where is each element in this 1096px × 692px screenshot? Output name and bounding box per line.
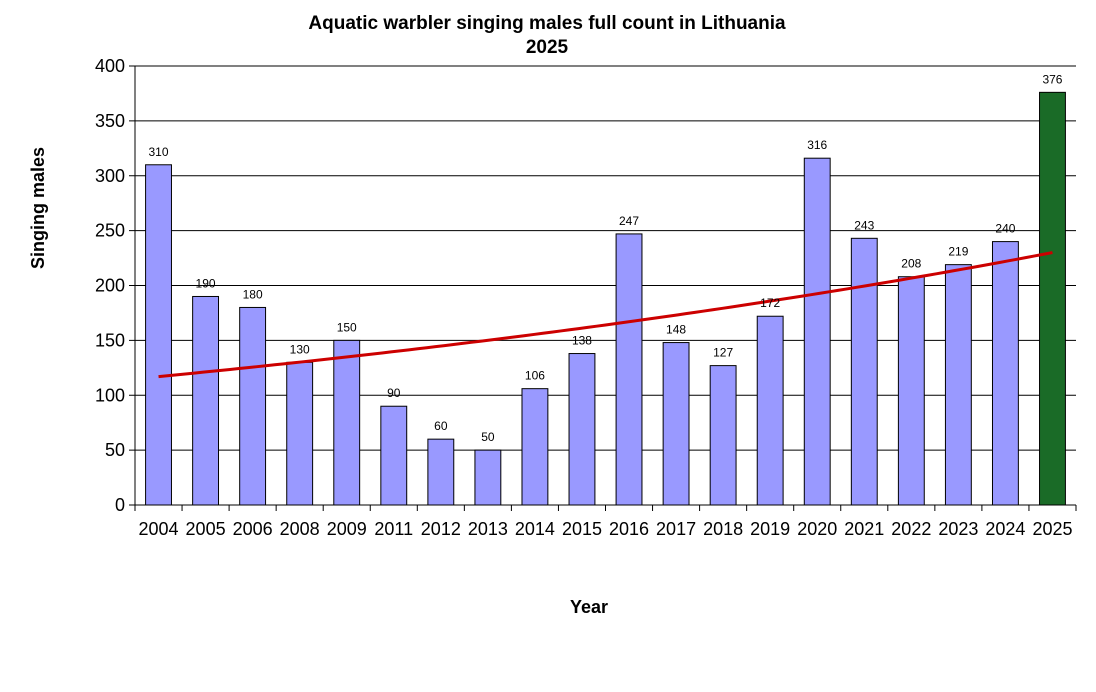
gridlines (135, 65, 1076, 451)
x-tick-label-2013: 2013 (468, 519, 508, 539)
data-labels: 310 190 180 130 150 90 60 50 106 138 247 148 127 172 3… (149, 72, 1063, 444)
x-tick-label-2004: 2004 (139, 519, 179, 539)
x-tick-label-2011: 2011 (374, 519, 413, 539)
bar-2025 (1039, 91, 1066, 506)
bar-2021 (850, 237, 878, 506)
x-tick-label-2024: 2024 (985, 519, 1025, 539)
data-label-2019: 172 (760, 296, 780, 310)
data-label-2012: 60 (434, 419, 448, 433)
bar-2016 (615, 233, 643, 506)
data-label-2015: 138 (572, 334, 592, 348)
y-tick-label: 300 (95, 166, 125, 186)
y-tick-label: 0 (115, 495, 125, 515)
bar-2019 (756, 315, 784, 506)
bar-2009 (333, 339, 361, 506)
data-label-2008: 130 (290, 342, 310, 356)
y-tick-label: 150 (95, 330, 125, 350)
bar-2017 (662, 342, 690, 506)
chart-title: Aquatic warbler singing males full count… (308, 13, 786, 34)
data-label-2014: 106 (525, 369, 545, 383)
data-label-2009: 150 (337, 320, 357, 334)
chart-subtitle: 2025 (526, 37, 569, 58)
x-tick-label-2014: 2014 (515, 519, 555, 539)
bar-2008 (286, 361, 314, 506)
y-tick-label: 50 (105, 440, 125, 460)
x-tick-label-2022: 2022 (891, 519, 931, 539)
data-label-2004: 310 (149, 145, 169, 159)
x-tick-label-2009: 2009 (327, 519, 367, 539)
bar-2005 (192, 295, 220, 506)
x-tick-label-2016: 2016 (609, 519, 649, 539)
x-tick-label-2017: 2017 (656, 519, 696, 539)
y-tick-label: 350 (95, 111, 125, 131)
data-label-2018: 127 (713, 346, 733, 360)
data-label-2011: 90 (387, 386, 401, 400)
data-label-2016: 247 (619, 214, 639, 228)
data-label-2024: 240 (995, 222, 1015, 236)
bars (145, 91, 1066, 506)
bar-2018 (709, 365, 737, 506)
x-tick-label-2018: 2018 (703, 519, 743, 539)
x-tick-label-2025: 2025 (1032, 519, 1072, 539)
data-label-2013: 50 (481, 430, 495, 444)
x-tick-label-2020: 2020 (797, 519, 837, 539)
axes: 0 50 100 150 200 250 300 350 400 2004 2005 2006 2008… (95, 56, 1077, 539)
bar-2004 (145, 164, 172, 506)
bar-2022 (897, 276, 925, 506)
x-tick-label-2021: 2021 (844, 519, 884, 539)
bar-2024 (991, 241, 1019, 506)
bar-2023 (944, 264, 972, 506)
bar-2011 (380, 405, 408, 506)
data-label-2005: 190 (196, 276, 216, 290)
y-axis-label: Singing males (28, 147, 48, 269)
bar-2020 (803, 157, 831, 506)
bar-2014 (521, 388, 549, 506)
data-label-2025: 376 (1042, 72, 1062, 86)
bar-2013 (474, 449, 502, 506)
x-tick-label-2005: 2005 (186, 519, 226, 539)
x-tick-label-2023: 2023 (938, 519, 978, 539)
x-tick-label-2012: 2012 (421, 519, 461, 539)
x-tick-label-2008: 2008 (280, 519, 320, 539)
x-tick-label-2006: 2006 (233, 519, 273, 539)
data-label-2006: 180 (243, 287, 263, 301)
x-axis-label: Year (570, 597, 608, 617)
bar-2006 (239, 306, 267, 506)
x-tick-label-2019: 2019 (750, 519, 790, 539)
y-tick-label: 400 (95, 56, 125, 76)
data-label-2017: 148 (666, 323, 686, 337)
data-label-2021: 243 (854, 218, 874, 232)
data-label-2023: 219 (948, 245, 968, 259)
data-label-2022: 208 (901, 257, 921, 271)
trendline (158, 251, 1053, 379)
y-tick-label: 100 (95, 385, 125, 405)
y-tick-label: 250 (95, 221, 125, 241)
y-tick-label: 200 (95, 276, 125, 296)
bar-2015 (568, 353, 596, 506)
trendline-layer (158, 251, 1053, 379)
bar-2012 (427, 438, 455, 506)
x-tick-label-2015: 2015 (562, 519, 602, 539)
data-label-2020: 316 (807, 138, 827, 152)
